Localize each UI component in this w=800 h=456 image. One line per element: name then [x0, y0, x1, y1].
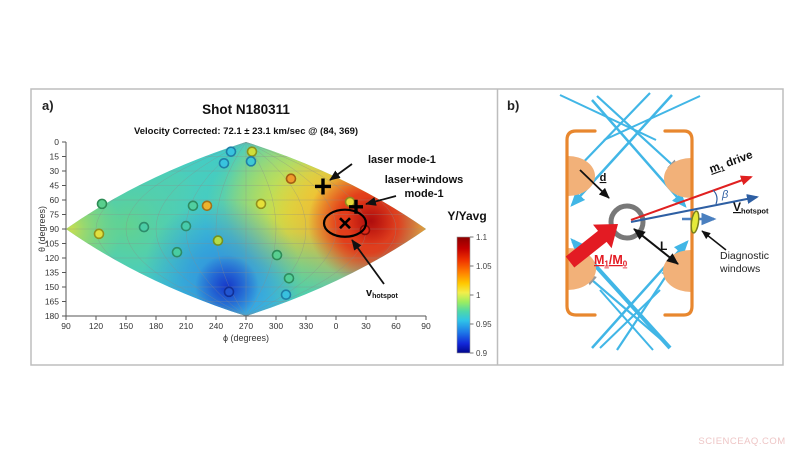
y-tick-label: 60 [50, 195, 60, 205]
annotation-laser-windows-mode1: laser+windows mode-1 [365, 174, 464, 206]
data-point [246, 146, 258, 157]
meridian-line [125, 142, 247, 316]
x-tick-label: 60 [391, 321, 401, 331]
x-tick-label: 0 [334, 321, 339, 331]
y-tick-label: 105 [45, 239, 59, 249]
annotation-v-hotspot: vhotspot [351, 239, 398, 300]
x-tick-label: 330 [299, 321, 313, 331]
v-hotspot-a-label: vhotspot [366, 287, 398, 300]
mode-markers [315, 178, 368, 238]
colorbar-tick-label: 0.9 [476, 349, 488, 358]
data-point [201, 200, 213, 212]
data-point [285, 173, 297, 185]
diagnostic-windows-label-line1: Diagnostic [720, 250, 769, 262]
meridian-line [155, 142, 247, 316]
x-tick-label: 270 [239, 321, 253, 331]
colorbar [456, 236, 471, 354]
x-axis-label: ϕ (degrees) [223, 333, 269, 343]
m1-m0-block-arrow [565, 224, 618, 268]
x-tick-label: 300 [269, 321, 283, 331]
y-tick-label: 0 [54, 137, 59, 147]
x-tick-label: 240 [209, 321, 223, 331]
mass-ratio-label: M1/M0 [594, 253, 628, 269]
L-label: L [660, 239, 667, 253]
meridian-line [245, 142, 277, 316]
y-tick-label: 165 [45, 297, 59, 307]
diagnostic-windows-label-line2: windows [719, 263, 760, 275]
data-point [96, 198, 108, 210]
y-tick-label: 180 [45, 311, 59, 321]
colorbar-tick-label: 0.95 [476, 320, 492, 329]
y-tick-label: 15 [50, 152, 60, 162]
data-point [180, 220, 192, 232]
colorbar-tick-label: 1.05 [476, 262, 492, 271]
laser-windows-label-line1: laser+windows [385, 174, 464, 186]
data-point [223, 286, 235, 298]
data-point [138, 221, 150, 233]
laser-mode1-plus-marker [315, 178, 331, 195]
laser-mode1-label: laser mode-1 [368, 154, 436, 166]
diagnostic-window-shape [690, 210, 700, 234]
x-tick-label: 120 [89, 321, 103, 331]
colorbar-tick-label: 1 [476, 291, 481, 300]
beta-label: β [721, 189, 729, 201]
data-point [255, 198, 267, 210]
data-point [225, 146, 237, 157]
diagnostic-pointer-arrow [701, 230, 727, 251]
x-tick-label: 30 [361, 321, 371, 331]
y-tick-label: 135 [45, 268, 59, 278]
d-arrow [579, 169, 610, 199]
data-point [245, 156, 257, 167]
y-tick-label: 30 [50, 166, 60, 176]
data-point [218, 157, 230, 169]
panel-a-title: Shot N180311 [202, 102, 290, 117]
y-tick-label: 75 [50, 210, 60, 220]
x-tick-label: 180 [149, 321, 163, 331]
beta-angle-arc [712, 189, 718, 205]
panel-a-subtitle: Velocity Corrected: 72.1 ± 23.1 km/sec @… [134, 126, 358, 137]
data-point [171, 246, 183, 258]
y-tick-label: 150 [45, 282, 59, 292]
colorbar-ticks: 1.1 1.05 1 0.95 0.9 [470, 233, 492, 358]
colorbar-tick-label: 1.1 [476, 233, 488, 242]
colorbar-title: Y/Yavg [447, 209, 486, 223]
hotspot-x-marker [339, 217, 351, 230]
axis-ticks: 90 120 150 180 210 240 270 300 330 0 30 60 90 0 15 30 45… [45, 137, 431, 331]
data-point [271, 249, 283, 261]
panel-a-label: a) [42, 98, 54, 113]
v-hotspot-arrow [630, 194, 759, 223]
y-axis-label: θ (degrees) [37, 206, 47, 252]
data-point [283, 272, 295, 284]
v-hotspot-label: Vhotspot [733, 200, 769, 216]
d-label: d [600, 172, 607, 184]
watermark: SCIENCEAQ.COM [698, 436, 785, 447]
data-point [280, 289, 292, 301]
l-arrow [633, 228, 679, 265]
data-point [212, 235, 224, 246]
laser-windows-label-line2: mode-1 [404, 188, 443, 200]
x-tick-label: 90 [61, 321, 71, 331]
y-tick-label: 90 [50, 224, 60, 234]
hotspot-ellipse [322, 208, 368, 238]
x-tick-label: 150 [119, 321, 133, 331]
x-tick-label: 210 [179, 321, 193, 331]
data-points [93, 146, 371, 301]
meridian-line [245, 142, 307, 316]
data-point [93, 228, 105, 240]
x-tick-label: 90 [421, 321, 431, 331]
data-point [187, 200, 199, 212]
panel-b-label: b) [507, 98, 519, 113]
m1-drive-arrow [630, 175, 753, 221]
y-tick-label: 45 [50, 181, 60, 191]
y-tick-label: 120 [45, 253, 59, 263]
annotation-laser-mode1: laser mode-1 [329, 154, 436, 181]
